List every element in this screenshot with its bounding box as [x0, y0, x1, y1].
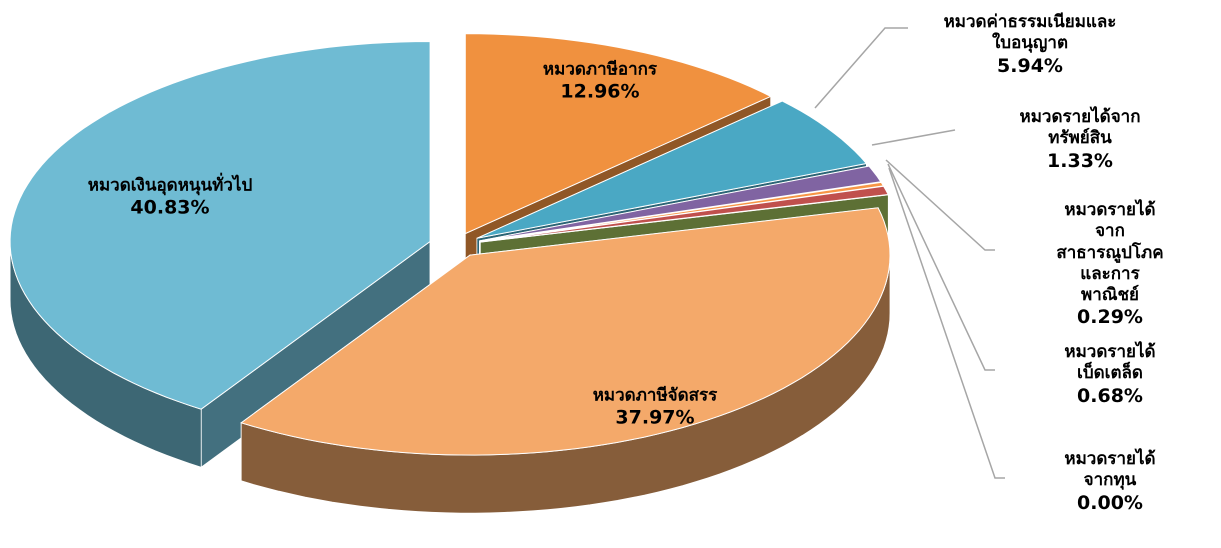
- value-label: 0.29%: [1077, 306, 1143, 329]
- data-label: หมวดรายได้เบ็ดเตล็ด 0.68%: [1055, 342, 1166, 408]
- value-label: 37.97%: [615, 406, 695, 429]
- category-label: หมวดภาษีจัดสรร: [592, 385, 718, 406]
- value-label: 40.83%: [130, 196, 210, 219]
- leader-line: [888, 167, 1005, 479]
- value-label: 5.94%: [997, 54, 1063, 77]
- leader-line: [885, 159, 995, 251]
- slice: [464, 33, 772, 235]
- category-label: หมวดรายได้จากทุน: [1064, 448, 1156, 491]
- slice: [476, 100, 868, 239]
- slice: [240, 207, 891, 456]
- value-label: 1.33%: [1047, 149, 1113, 172]
- value-label: 0.00%: [1077, 491, 1143, 514]
- slice: [480, 194, 889, 243]
- value-label: 12.96%: [560, 80, 640, 103]
- slice: [479, 165, 882, 242]
- leader-line: [887, 163, 995, 371]
- data-label: หมวดรายได้จาก สาธารณูปโภคและการ พาณิชย์ 0…: [1055, 200, 1166, 330]
- value-label: 0.68%: [1077, 384, 1143, 407]
- leader-line: [871, 129, 956, 146]
- slice: [9, 40, 431, 410]
- category-label: หมวดเงินอุดหนุนทั่วไป: [87, 175, 253, 196]
- data-label: หมวดรายได้จากทรัพย์สิน 1.33%: [1010, 107, 1151, 173]
- category-label: หมวดค่าธรรมเนียมและ ใบอนุญาต: [943, 11, 1117, 54]
- data-label: หมวดค่าธรรมเนียมและ ใบอนุญาต 5.94%: [944, 12, 1117, 78]
- data-label: หมวดภาษีอากร 12.96%: [543, 60, 657, 105]
- data-label: หมวดเงินอุดหนุนทั่วไป 40.83%: [88, 176, 253, 221]
- data-label: หมวดภาษีจัดสรร 37.97%: [593, 386, 718, 431]
- data-label: หมวดรายได้จากทุน 0.00%: [1055, 449, 1166, 515]
- category-label: หมวดรายได้จากทรัพย์สิน: [1019, 106, 1141, 149]
- leader-line: [814, 27, 908, 109]
- category-label: หมวดภาษีอากร: [542, 59, 658, 80]
- category-label: หมวดรายได้จาก สาธารณูปโภคและการ พาณิชย์: [1056, 200, 1164, 305]
- category-label: หมวดรายได้เบ็ดเตล็ด: [1064, 341, 1156, 384]
